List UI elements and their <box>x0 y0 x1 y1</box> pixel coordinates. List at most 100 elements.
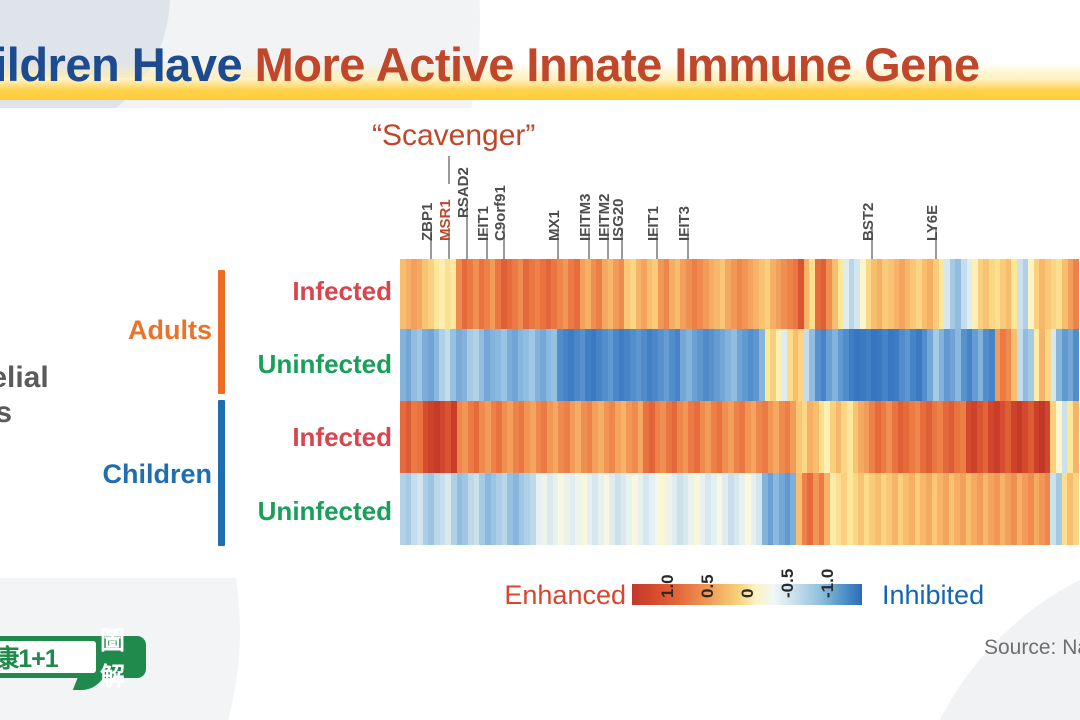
heatmap-cell <box>456 473 463 545</box>
heatmap-cell <box>1033 259 1040 329</box>
heatmap-cell <box>966 329 973 401</box>
heatmap-cell <box>745 401 751 473</box>
heatmap-cell <box>904 259 911 329</box>
heatmap-cell <box>671 473 678 545</box>
heatmap-cell <box>564 401 570 473</box>
heatmap-cell <box>637 473 644 545</box>
heatmap-cell <box>965 401 972 473</box>
colorbar-label-enhanced: Enhanced <box>504 580 626 610</box>
heatmap-cell <box>489 329 496 401</box>
heatmap-cell <box>562 329 569 401</box>
heatmap-cell <box>739 473 746 545</box>
heatmap-cell <box>1050 259 1057 329</box>
heatmap-cell <box>944 329 950 401</box>
heatmap-cell <box>620 473 627 545</box>
heatmap-cell <box>1005 329 1012 401</box>
heatmap-cell <box>948 401 955 473</box>
heatmap-cell <box>927 329 933 401</box>
heatmap-cell <box>762 473 768 545</box>
brand-logo: 康1+1 圖解 <box>0 627 146 691</box>
heatmap-cell <box>479 401 485 473</box>
heatmap-cell <box>579 259 586 329</box>
heatmap-cell <box>795 401 802 473</box>
heatmap-cell <box>837 329 844 401</box>
gene-tick-line <box>621 228 623 259</box>
heatmap-cell <box>747 329 754 401</box>
heatmap-cell <box>569 473 576 545</box>
group-bracket-children <box>218 400 225 546</box>
heatmap-cell <box>450 473 457 545</box>
heatmap-cell <box>699 473 706 545</box>
heatmap-cell <box>1067 401 1074 473</box>
heatmap-cell <box>686 259 692 329</box>
gene-tick-line <box>430 228 432 259</box>
heatmap-cell <box>652 259 659 329</box>
heatmap-cell <box>643 473 649 545</box>
heatmap-cell <box>1033 401 1040 473</box>
heatmap-cell <box>648 401 655 473</box>
heatmap-cell <box>697 259 703 329</box>
heatmap-cell <box>955 259 961 329</box>
heatmap-cell <box>871 259 877 329</box>
heatmap-cell <box>943 401 949 473</box>
heatmap-cell <box>708 329 715 401</box>
heatmap-cell <box>551 329 558 401</box>
heatmap-cell <box>513 473 519 545</box>
heatmap-cell <box>1067 473 1074 545</box>
heatmap-cell <box>916 329 922 401</box>
heatmap-cell <box>750 473 757 545</box>
heatmap-cell <box>518 401 525 473</box>
heatmap-cell <box>899 329 905 401</box>
heatmap-cell <box>660 401 666 473</box>
gene-tick-line <box>466 205 468 259</box>
heatmap-cell <box>875 401 881 473</box>
gene-label: LY6E <box>924 204 941 241</box>
heatmap-cell <box>775 329 782 401</box>
heatmap-cell <box>1039 259 1046 329</box>
gene-tick-line <box>557 228 559 259</box>
heatmap-cell <box>654 473 661 545</box>
heatmap-cell <box>428 473 434 545</box>
heatmap-cell <box>646 329 653 401</box>
gene-label: BST2 <box>860 202 877 241</box>
heatmap-cell <box>824 401 830 473</box>
row-label-adults-uninfected: Uninfected <box>257 349 392 379</box>
heatmap-cell <box>677 401 683 473</box>
heatmap-cell <box>1017 259 1023 329</box>
heatmap-cell <box>433 329 440 401</box>
heatmap-cell <box>1044 473 1051 545</box>
title-underline-band <box>0 78 1080 100</box>
heatmap-cell <box>716 473 723 545</box>
heatmap-cell <box>1045 329 1051 401</box>
heatmap-cell <box>767 473 774 545</box>
heatmap-cell <box>517 329 524 401</box>
heatmap-cell <box>807 473 813 545</box>
heatmap-cell <box>809 329 816 401</box>
heatmap-cell <box>658 329 664 401</box>
heatmap-cell <box>643 401 649 473</box>
heatmap-cell <box>801 473 808 545</box>
heatmap-cell <box>750 401 757 473</box>
heatmap-cell <box>722 473 729 545</box>
row-label-children-uninfected: Uninfected <box>257 496 392 526</box>
heatmap-cell <box>826 329 832 401</box>
heatmap-cell <box>445 473 451 545</box>
heatmap-cell <box>756 473 762 545</box>
heatmap-cell <box>585 259 591 329</box>
heatmap-cell <box>1061 259 1068 329</box>
heatmap-cell <box>597 473 604 545</box>
heatmap-cell <box>888 259 894 329</box>
heatmap-cell <box>1067 259 1074 329</box>
heatmap-row <box>400 473 1080 545</box>
heatmap-cell <box>739 401 746 473</box>
heatmap-cell <box>846 401 853 473</box>
heatmap-cell <box>609 401 615 473</box>
heatmap-cell <box>837 259 844 329</box>
heatmap-cell <box>914 473 921 545</box>
heatmap-cell <box>433 473 440 545</box>
heatmap-cell <box>954 473 960 545</box>
colorbar-label-inhibited: Inhibited <box>882 580 985 610</box>
heatmap-cell <box>416 259 423 329</box>
heatmap-cell <box>764 329 771 401</box>
heatmap-cell <box>467 329 473 401</box>
